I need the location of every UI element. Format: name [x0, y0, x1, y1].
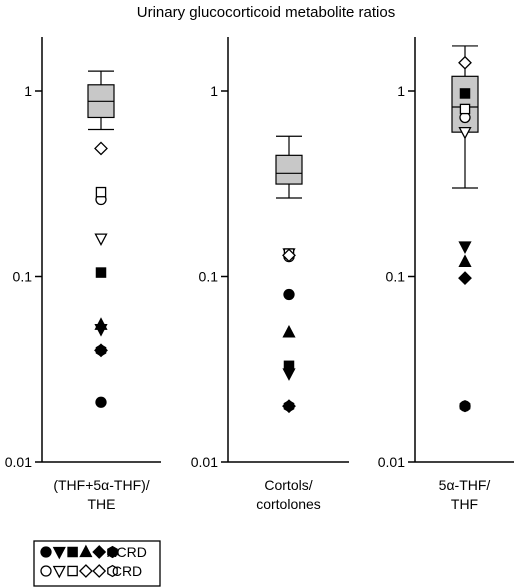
legend-marker-circle [40, 546, 52, 558]
panels: 0.01 0.1 1 (THF+5α-THF)/ THE 0.01 0.1 1 Cortols/… [5, 37, 514, 512]
y-tick-label: 0.1 [199, 269, 219, 285]
category-label-line: THE [88, 496, 116, 512]
category-label-line: THF [451, 496, 478, 512]
point-acrd-hexagon [95, 344, 107, 357]
point-crd-diamond [458, 55, 472, 70]
point-crd-triangle-down [94, 233, 108, 247]
legend-marker-triangle-down [52, 565, 66, 579]
legend-marker-hexagon [107, 545, 118, 559]
y-tick-label: 1 [24, 83, 32, 99]
point-acrd-square [283, 360, 295, 372]
point-crd-triangle-down [458, 127, 472, 140]
legend-entry-acrd: ACRD [40, 544, 147, 560]
y-tick-label: 0.1 [386, 269, 406, 285]
legend-marker-diamond [78, 564, 93, 578]
point-acrd-hexagon [459, 400, 471, 413]
box [275, 154, 303, 185]
legend-label: CRD [112, 563, 142, 579]
point-acrd-triangle-down [458, 241, 472, 254]
y-tick-label: 0.01 [378, 454, 405, 470]
category-label: (THF+5α-THF)/ THE [53, 477, 149, 512]
point-acrd-square [95, 267, 107, 278]
chart-title: Urinary glucocorticoid metabolite ratios [137, 4, 395, 21]
legend-marker-triangle-down [52, 546, 66, 560]
category-label-line: (THF+5α-THF)/ [53, 477, 149, 493]
point-acrd-triangle-up [458, 254, 472, 267]
point-acrd-triangle-up [94, 317, 108, 330]
legend-entry-crd: CRD [40, 563, 142, 579]
point-acrd-hexagon [283, 400, 295, 413]
category-label-line: 5α-THF/ [439, 477, 491, 493]
point-crd-square [459, 103, 471, 115]
y-tick-label: 0.01 [191, 454, 218, 470]
legend-marker-triangle-up [79, 544, 93, 558]
legend-label: ACRD [107, 544, 147, 560]
point-crd-diamond [282, 248, 296, 263]
category-label: 5α-THF/THF [439, 477, 491, 512]
legend-marker-square [67, 546, 78, 558]
point-acrd-circle [95, 396, 107, 408]
y-tick-label: 0.1 [13, 269, 33, 285]
legend-marker-diamond [92, 545, 107, 559]
point-acrd-circle [283, 288, 295, 301]
legend: ACRD CRD [33, 540, 161, 587]
category-label-line: Cortols/ [264, 477, 312, 493]
point-acrd-triangle-up [282, 324, 296, 338]
point-crd-square [95, 186, 107, 198]
legend-marker-circle [40, 565, 52, 577]
category-label-line: cortolones [256, 496, 321, 512]
legend-marker-square [67, 565, 78, 577]
y-tick-label: 1 [397, 83, 405, 99]
point-acrd-square [459, 88, 471, 99]
y-tick-label: 1 [210, 83, 218, 99]
y-tick-label: 0.01 [5, 454, 32, 470]
category-label: Cortols/cortolones [256, 477, 321, 512]
legend-marker-diamond [92, 564, 107, 578]
legend-marker-hexagon [107, 564, 118, 578]
panel-2: 0.01 0.1 1 Cortols/cortolones [191, 37, 349, 512]
point-acrd-diamond [458, 271, 472, 286]
point-crd-diamond [94, 141, 108, 156]
panel-3: 0.01 0.1 1 5α-THF/THF [378, 37, 514, 512]
panel-1: 0.01 0.1 1 (THF+5α-THF)/ THE [5, 37, 161, 512]
